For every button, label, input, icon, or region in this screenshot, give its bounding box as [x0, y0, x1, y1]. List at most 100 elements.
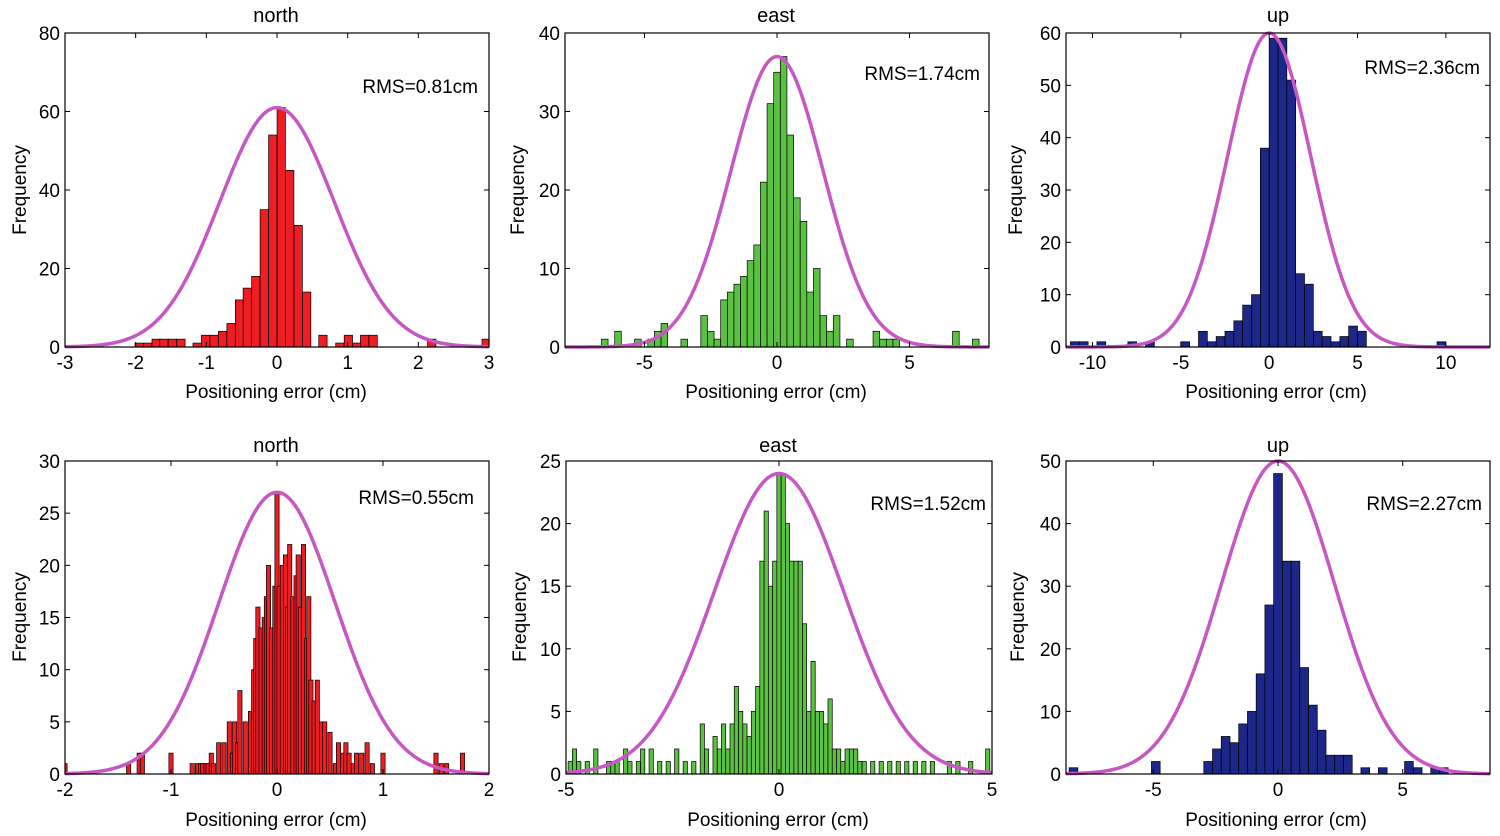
histogram-bar — [657, 761, 663, 775]
y-tick-label: 60 — [1040, 24, 1061, 45]
histogram-bar — [1268, 37, 1279, 348]
histogram-bar — [318, 334, 328, 348]
histogram-bar — [895, 761, 901, 775]
histogram-bar — [921, 761, 927, 775]
histogram-bar — [738, 711, 744, 775]
y-axis-label: Frequency — [10, 572, 31, 662]
histogram-bar — [1251, 294, 1261, 348]
histogram-bar — [857, 761, 863, 775]
histogram-bar — [793, 560, 799, 775]
x-tick-label: -5 — [558, 780, 575, 801]
histogram-bar — [1259, 147, 1270, 348]
y-tick-label: 20 — [39, 260, 60, 281]
y-tick-label: 20 — [540, 515, 561, 536]
histogram-bars — [601, 56, 980, 348]
histogram-bar — [733, 283, 741, 348]
x-tick-label: -1 — [163, 780, 180, 801]
histogram-bar — [1224, 330, 1235, 348]
histogram-bar — [767, 585, 773, 775]
x-tick-label: 0 — [772, 353, 783, 374]
histogram-bar — [853, 748, 859, 775]
y-tick-label: 10 — [539, 260, 560, 281]
histogram-bar — [322, 721, 328, 775]
histogram-bar — [750, 711, 756, 775]
histogram-bar — [1308, 704, 1318, 775]
histogram-bar — [189, 763, 195, 775]
x-tick-label: -5 — [1172, 353, 1189, 374]
chart-title: north — [253, 435, 299, 457]
histogram-bar — [302, 291, 312, 348]
histogram-bar — [802, 623, 808, 775]
histogram-bar — [929, 761, 935, 775]
chart-title: up — [1267, 435, 1289, 457]
histogram-bar — [766, 103, 775, 348]
y-tick-label: 40 — [1040, 129, 1061, 150]
histogram-bar — [1233, 320, 1244, 348]
histogram-bar — [861, 761, 867, 775]
x-tick-label: -10 — [1079, 353, 1106, 374]
x-tick-label: -1 — [198, 353, 215, 374]
histogram-bar — [259, 209, 269, 348]
histogram-bar — [819, 315, 828, 348]
x-axis-label: Positioning error (cm) — [1185, 382, 1367, 403]
histogram-bar — [293, 224, 303, 348]
y-tick-label: 25 — [39, 504, 60, 525]
x-tick-label: -5 — [1145, 780, 1162, 801]
x-axis-label: Positioning error (cm) — [687, 810, 869, 831]
y-tick-label: 5 — [49, 713, 60, 734]
histogram-bar — [1180, 341, 1191, 348]
histogram-bar — [276, 107, 286, 348]
histogram-bar — [237, 690, 243, 775]
rms-annotation: RMS=1.52cm — [870, 494, 986, 515]
y-tick-label: 0 — [550, 765, 561, 786]
histogram-bar — [819, 711, 825, 775]
histogram-bar — [368, 334, 378, 348]
chart-title: up — [1267, 5, 1289, 27]
y-tick-label: 30 — [1040, 577, 1061, 598]
histogram-bar — [210, 763, 216, 775]
y-tick-label: 80 — [39, 24, 60, 45]
histogram-bars — [1070, 37, 1447, 348]
histogram-bar — [799, 221, 808, 348]
y-axis-label: Frequency — [1008, 572, 1029, 662]
y-tick-label: 60 — [39, 103, 60, 124]
histogram-bar — [216, 742, 222, 775]
histogram-bar — [779, 56, 788, 348]
histogram-bar — [327, 731, 333, 775]
histogram-bar — [1286, 79, 1297, 348]
y-tick-label: 10 — [540, 640, 561, 661]
x-tick-label: 5 — [904, 353, 915, 374]
chart-up-top: -10 -5 0 5 10 0 10 20 30 40 50 60 up RMS=2.36cm Positi… — [1006, 5, 1491, 403]
histogram-bar — [704, 748, 710, 775]
x-tick-label: 1 — [378, 780, 389, 801]
x-axis-label: Positioning error (cm) — [185, 382, 367, 403]
histogram-bar — [1247, 711, 1257, 775]
y-tick-label: 30 — [539, 103, 560, 124]
x-tick-label: 5 — [1352, 353, 1363, 374]
histogram-bar — [713, 338, 722, 348]
histogram-bar — [985, 748, 991, 775]
chart-title: north — [253, 5, 299, 27]
y-tick-label: 15 — [540, 577, 561, 598]
gaussian-fit-curve — [64, 105, 490, 349]
histogram-bar — [1348, 325, 1358, 348]
histogram-bar — [1242, 304, 1252, 348]
x-axis-label: Positioning error (cm) — [1185, 810, 1367, 831]
histogram-bars — [1068, 473, 1449, 775]
histogram-bar — [759, 560, 765, 775]
histogram-bar — [1330, 341, 1341, 348]
x-tick-label: 10 — [1435, 353, 1456, 374]
histogram-bar — [680, 338, 688, 348]
histogram-bar — [746, 736, 752, 775]
histogram-bar — [952, 330, 960, 348]
histogram-bar — [892, 338, 900, 348]
histogram-bar — [1304, 283, 1314, 348]
histogram-bar — [780, 473, 786, 775]
histogram-bar — [346, 752, 352, 775]
x-tick-label: 2 — [484, 780, 495, 801]
histogram-bar — [776, 473, 782, 775]
histogram-bar — [716, 748, 722, 775]
y-tick-label: 50 — [1040, 452, 1061, 473]
